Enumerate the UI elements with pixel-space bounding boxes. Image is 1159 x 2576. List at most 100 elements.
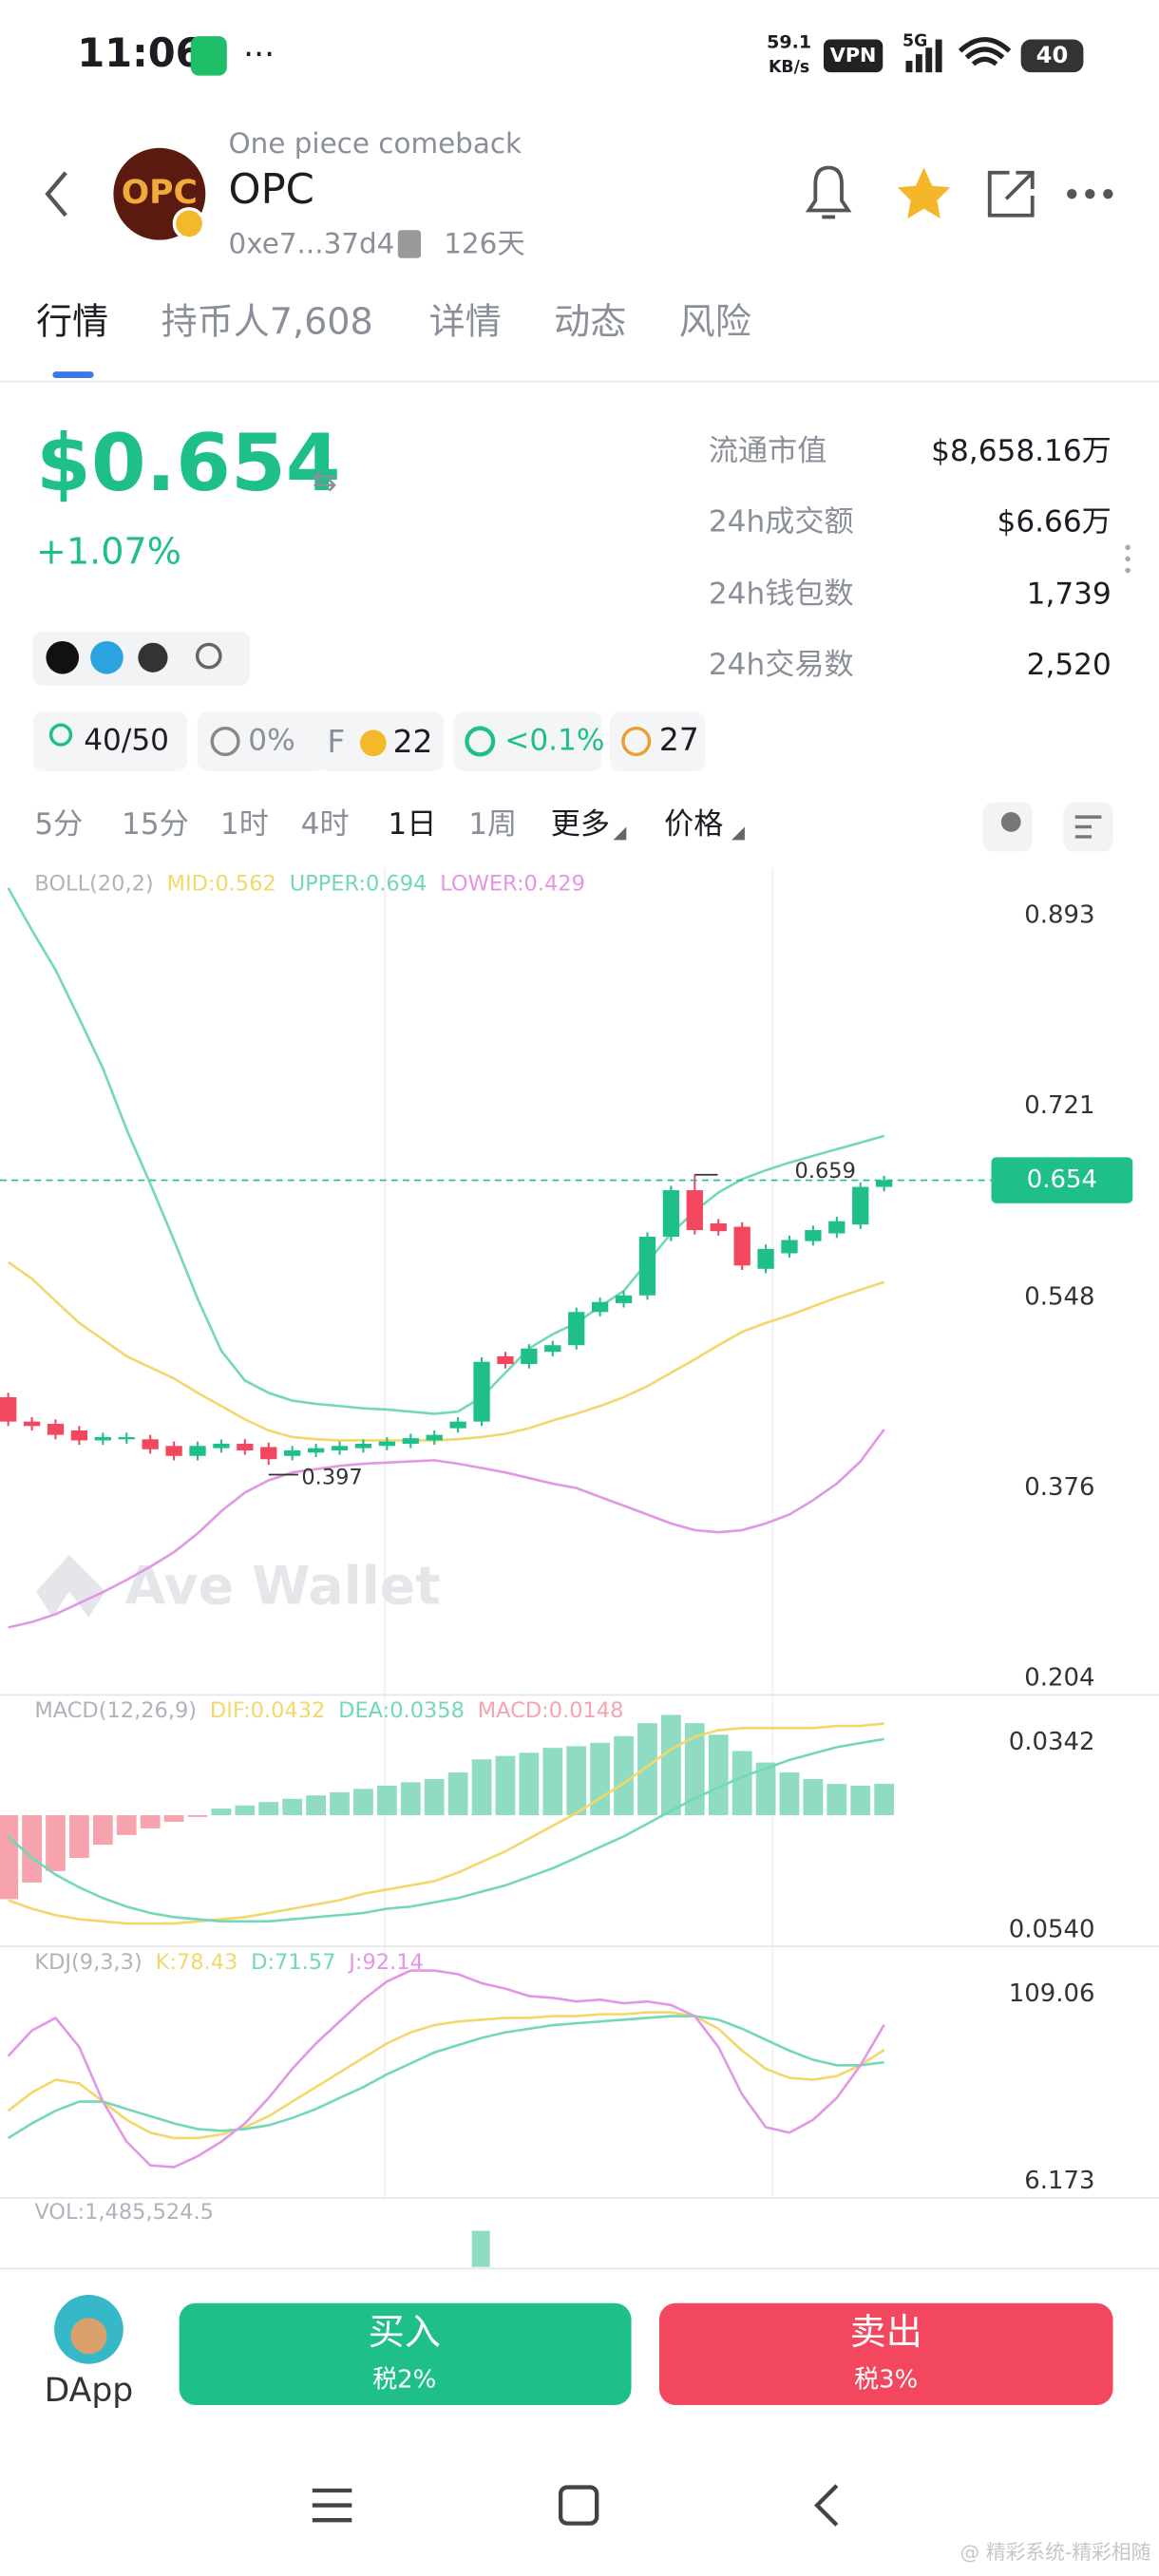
candle-body [426,1434,443,1441]
bag-icon [621,726,652,757]
price-change: +1.07% [36,531,181,573]
holder-icon [48,723,73,747]
badge-text: 40/50 [84,724,169,758]
back-button[interactable] [45,171,67,218]
interval[interactable]: 1周 [468,807,517,842]
vol-label: VOL:1,485,524.5 [34,2200,214,2225]
badge-text: 0% [248,724,294,758]
vol-bar [471,2230,490,2267]
vpn: VPN [830,44,877,66]
search-button[interactable] [195,642,222,670]
stat-value: $8,658.16万 [931,434,1112,468]
interval[interactable]: 更多 [551,807,610,842]
y-tick-label: 6.173 [1024,2167,1094,2195]
buy-label[interactable]: 买入 [369,2311,441,2353]
telegram-link[interactable] [90,640,124,674]
tab[interactable]: 动态 [554,300,626,342]
watermark-footer: @ 精彩系统-精彩相随 [960,2541,1151,2564]
indicator-label: MACD:0.0148 [478,1698,624,1723]
copy-button[interactable] [397,230,422,258]
tab[interactable]: 详情 [429,300,502,342]
interval[interactable]: 1日 [388,807,436,842]
nav-back[interactable] [813,2484,839,2527]
y-tick-label: 0.204 [1024,1664,1094,1693]
time: 11:06 [77,29,202,76]
token-logo-text: OPC [122,174,198,212]
more-button[interactable] [1067,189,1113,199]
interval[interactable]: 1时 [220,807,269,842]
side-menu[interactable] [1125,544,1130,574]
candle-body [662,1190,680,1237]
candle-body [876,1180,893,1187]
buy-button[interactable] [179,2302,632,2406]
currency-toggle[interactable]: ⇆ [313,464,337,498]
token-address: 0xe7...37d4 [229,227,395,259]
macd-bar [306,1795,326,1816]
macd-bar [590,1742,611,1816]
candle-body [94,1436,111,1441]
badge [610,711,706,771]
nav-home[interactable] [558,2485,599,2526]
watermark-logo [36,1555,105,1619]
macd-bar [874,1783,895,1816]
macd-bar [140,1815,161,1828]
alert-button[interactable] [805,165,852,219]
macd-bar [116,1815,137,1835]
candle-body [118,1436,135,1440]
stat-label: 24h钱包数 [709,578,854,612]
token-name: OPC [229,166,314,214]
macd-bar [614,1735,634,1816]
chart: 0.893 0.721 0.548 0.376 0.204 BOLL(20,2) MID:0… [0,872,1133,2195]
candle-body [237,1443,254,1450]
interval[interactable]: 5分 [34,807,83,842]
token-age: 126天 [444,227,525,259]
boll-line [7,1260,885,1442]
tab[interactable]: 行情 [36,300,108,342]
buy-tax[interactable]: 税2% [372,2366,436,2395]
candle-body [189,1446,206,1456]
tab[interactable]: 风险 [679,300,751,342]
qq-link[interactable] [138,642,168,672]
indicator-label: K:78.43 [156,1950,238,1975]
macd-bar [826,1784,847,1816]
macd-bar [400,1782,421,1816]
candle-body [47,1423,65,1435]
candle-body [852,1186,869,1225]
macd-bar [424,1779,445,1816]
candle-body [23,1421,41,1427]
candle-body [638,1236,656,1296]
stat-value: 1,739 [1027,578,1112,612]
sell-button[interactable] [658,2302,1113,2406]
candle-body [0,1396,17,1422]
tab[interactable]: 持币人7,608 [162,300,373,342]
battery-level: 40 [1036,42,1069,68]
badge-text: 27 [659,721,699,758]
indicator-label: UPPER:0.694 [290,872,428,897]
badge-text: 22 [393,723,433,760]
macd-bar [211,1809,232,1816]
candle-body [213,1443,230,1449]
share-button[interactable] [987,170,1035,218]
candle-body [473,1361,490,1422]
indicator-label: BOLL(20,2) [34,872,153,897]
y-tick-label: 0.893 [1024,900,1094,929]
favorite-button[interactable] [897,167,951,219]
candle-body [828,1221,846,1234]
price: $0.654 [36,417,340,509]
dapp-label[interactable]: DApp [45,2372,134,2410]
interval[interactable]: 15分 [122,807,189,842]
sell-label[interactable]: 卖出 [850,2311,922,2353]
chain-badge [172,207,206,240]
candle-body [142,1439,159,1449]
stat-label: 24h交易数 [709,648,854,682]
candle-body [544,1345,561,1353]
dots: ··· [243,36,275,74]
dapp-icon-face [70,2318,107,2355]
x-link[interactable] [46,640,80,674]
interval[interactable]: 4时 [301,807,350,842]
interval[interactable]: 价格 [664,807,723,842]
candle-body [449,1421,466,1429]
sell-tax[interactable]: 税3% [854,2366,918,2395]
nav-menu[interactable] [312,2488,352,2523]
stat-value: $6.66万 [998,504,1112,539]
